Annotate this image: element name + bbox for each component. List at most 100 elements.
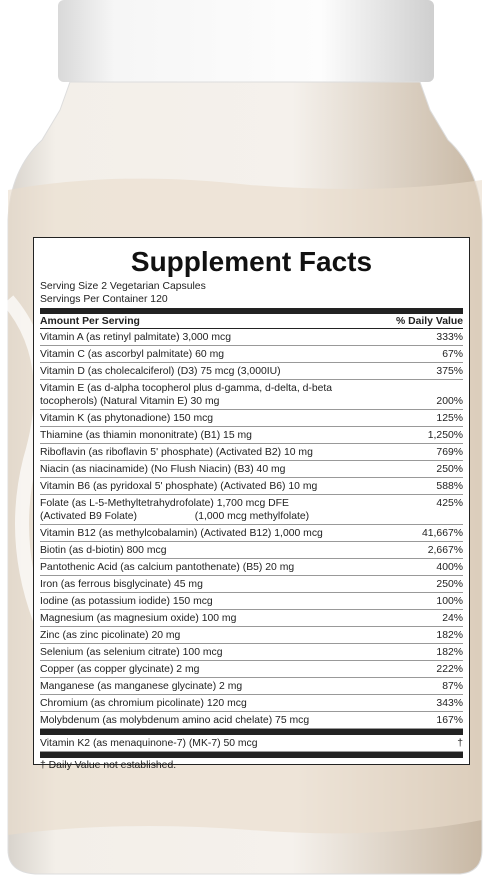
nutrient-row: Zinc (as zinc picolinate) 20 mg 182% [40, 627, 463, 644]
nutrient-name: Zinc (as zinc picolinate) 20 mg [40, 629, 180, 642]
nutrient-name: Vitamin E (as d-alpha tocopherol plus d-… [40, 382, 332, 408]
daily-value: 167% [436, 715, 463, 726]
name-line: Folate (as L-5-Methyltetrahydrofolate) 1… [40, 498, 289, 509]
nutrient-row: Vitamin K2 (as menaquinone-7) (MK-7) 50 … [40, 729, 463, 752]
nutrient-name: Riboflavin (as riboflavin 5' phosphate) … [40, 446, 313, 459]
nutrient-name: Copper (as copper glycinate) 2 mg [40, 663, 199, 676]
nutrient-name: Thiamine (as thiamin mononitrate) (B1) 1… [40, 429, 252, 442]
nutrient-name: Pantothenic Acid (as calcium pantothenat… [40, 561, 294, 574]
nutrient-row: Iodine (as potassium iodide) 150 mcg 100% [40, 593, 463, 610]
table-header: Amount Per Serving % Daily Value [40, 308, 463, 329]
nutrient-row: Biotin (as d-biotin) 800 mcg 2,667% [40, 542, 463, 559]
daily-value: 343% [436, 698, 463, 709]
daily-value: 100% [436, 596, 463, 607]
footnote: † Daily Value not established. [40, 752, 463, 773]
name-line: Molybdenum (as molybdenum amino acid che… [40, 715, 310, 726]
name-line: Vitamin B6 (as pyridoxal 5' phosphate) (… [40, 481, 318, 492]
daily-value: 182% [436, 630, 463, 641]
daily-value: 1,250% [427, 430, 463, 441]
supplement-facts: Supplement Facts Serving Size 2 Vegetari… [33, 237, 470, 771]
daily-value: 200% [436, 396, 463, 407]
nutrient-row: Vitamin B6 (as pyridoxal 5' phosphate) (… [40, 478, 463, 495]
name-line: (Activated B9 Folate) (1,000 mcg methylf… [40, 511, 310, 522]
nutrient-name: Folate (as L-5-Methyltetrahydrofolate) 1… [40, 497, 309, 523]
name-line: Selenium (as selenium citrate) 100 mcg [40, 647, 223, 658]
nutrient-name: Vitamin B6 (as pyridoxal 5' phosphate) (… [40, 480, 317, 493]
nutrient-row: Vitamin E (as d-alpha tocopherol plus d-… [40, 380, 463, 410]
name-line: tocopherols) (Natural Vitamin E) 30 mg [40, 396, 220, 407]
nutrient-row: Folate (as L-5-Methyltetrahydrofolate) 1… [40, 495, 463, 525]
name-line: Vitamin C (as ascorbyl palmitate) 60 mg [40, 349, 225, 360]
rows: Vitamin A (as retinyl palmitate) 3,000 m… [40, 329, 463, 752]
daily-value: 425% [436, 498, 463, 509]
name-line: Magnesium (as magnesium oxide) 100 mg [40, 613, 237, 624]
nutrient-name: Chromium (as chromium picolinate) 120 mc… [40, 697, 247, 710]
nutrient-name: Biotin (as d-biotin) 800 mcg [40, 544, 166, 557]
name-line: Riboflavin (as riboflavin 5' phosphate) … [40, 447, 313, 458]
name-line: Vitamin E (as d-alpha tocopherol plus d-… [40, 383, 333, 394]
nutrient-row: Molybdenum (as molybdenum amino acid che… [40, 712, 463, 729]
name-line: Iodine (as potassium iodide) 150 mcg [40, 596, 213, 607]
nutrient-name: Vitamin B12 (as methylcobalamin) (Activa… [40, 527, 323, 540]
nutrient-row: Niacin (as niacinamide) (No Flush Niacin… [40, 461, 463, 478]
name-line: Vitamin B12 (as methylcobalamin) (Activa… [40, 528, 323, 539]
daily-value: 375% [436, 366, 463, 377]
name-line: Chromium (as chromium picolinate) 120 mc… [40, 698, 247, 709]
daily-value: 769% [436, 447, 463, 458]
name-line: Biotin (as d-biotin) 800 mcg [40, 545, 167, 556]
daily-value: 125% [436, 413, 463, 424]
daily-value: 41,667% [421, 528, 463, 539]
nutrient-row: Iron (as ferrous bisglycinate) 45 mg 250% [40, 576, 463, 593]
header-amount: Amount Per Serving [40, 316, 140, 327]
daily-value: 250% [436, 464, 463, 475]
daily-value: 400% [436, 562, 463, 573]
nutrient-row: Thiamine (as thiamin mononitrate) (B1) 1… [40, 427, 463, 444]
nutrient-row: Vitamin K (as phytonadione) 150 mcg 125% [40, 410, 463, 427]
name-line: Vitamin K2 (as menaquinone-7) (MK-7) 50 … [40, 738, 258, 749]
nutrient-row: Selenium (as selenium citrate) 100 mcg 18… [40, 644, 463, 661]
name-line: Vitamin A (as retinyl palmitate) 3,000 m… [40, 332, 231, 343]
nutrient-name: Manganese (as manganese glycinate) 2 mg [40, 680, 242, 693]
nutrient-row: Pantothenic Acid (as calcium pantothenat… [40, 559, 463, 576]
nutrient-row: Copper (as copper glycinate) 2 mg 222% [40, 661, 463, 678]
daily-value: 250% [436, 579, 463, 590]
daily-value: 333% [436, 332, 463, 343]
header-dv: % Daily Value [396, 316, 463, 327]
servings-per-container: Servings Per Container 120 [40, 294, 168, 305]
nutrient-name: Molybdenum (as molybdenum amino acid che… [40, 714, 309, 727]
nutrient-row: Chromium (as chromium picolinate) 120 mc… [40, 695, 463, 712]
name-line: Zinc (as zinc picolinate) 20 mg [40, 630, 181, 641]
serving-size: Serving Size 2 Vegetarian Capsules [40, 281, 206, 292]
nutrient-row: Vitamin A (as retinyl palmitate) 3,000 m… [40, 329, 463, 346]
daily-value: 588% [436, 481, 463, 492]
name-line: Vitamin D (as cholecalciferol) (D3) 75 m… [40, 366, 281, 377]
name-line: Copper (as copper glycinate) 2 mg [40, 664, 200, 675]
nutrient-name: Iron (as ferrous bisglycinate) 45 mg [40, 578, 203, 591]
nutrient-row: Manganese (as manganese glycinate) 2 mg 8… [40, 678, 463, 695]
nutrient-row: Vitamin C (as ascorbyl palmitate) 60 mg 6… [40, 346, 463, 363]
daily-value: 87% [442, 681, 463, 692]
nutrient-name: Magnesium (as magnesium oxide) 100 mg [40, 612, 236, 625]
nutrient-name: Vitamin D (as cholecalciferol) (D3) 75 m… [40, 365, 281, 378]
name-line: Vitamin K (as phytonadione) 150 mcg [40, 413, 214, 424]
nutrient-name: Iodine (as potassium iodide) 150 mcg [40, 595, 213, 608]
daily-value: 182% [436, 647, 463, 658]
daily-value: 2,667% [427, 545, 463, 556]
name-line: Manganese (as manganese glycinate) 2 mg [40, 681, 243, 692]
name-line: Thiamine (as thiamin mononitrate) (B1) 1… [40, 430, 252, 441]
nutrient-name: Vitamin K2 (as menaquinone-7) (MK-7) 50 … [40, 737, 258, 750]
nutrient-name: Vitamin A (as retinyl palmitate) 3,000 m… [40, 331, 231, 344]
nutrient-row: Vitamin D (as cholecalciferol) (D3) 75 m… [40, 363, 463, 380]
daily-value: 67% [442, 349, 463, 360]
nutrient-name: Vitamin C (as ascorbyl palmitate) 60 mg [40, 348, 224, 361]
name-line: Niacin (as niacinamide) (No Flush Niacin… [40, 464, 286, 475]
swirl [2, 295, 48, 623]
nutrient-row: Magnesium (as magnesium oxide) 100 mg 24% [40, 610, 463, 627]
daily-value: 24% [442, 613, 463, 624]
name-line: Iron (as ferrous bisglycinate) 45 mg [40, 579, 203, 590]
nutrient-name: Niacin (as niacinamide) (No Flush Niacin… [40, 463, 285, 476]
daily-value: 222% [436, 664, 463, 675]
nutrient-row: Riboflavin (as riboflavin 5' phosphate) … [40, 444, 463, 461]
daily-value: † [457, 738, 463, 749]
